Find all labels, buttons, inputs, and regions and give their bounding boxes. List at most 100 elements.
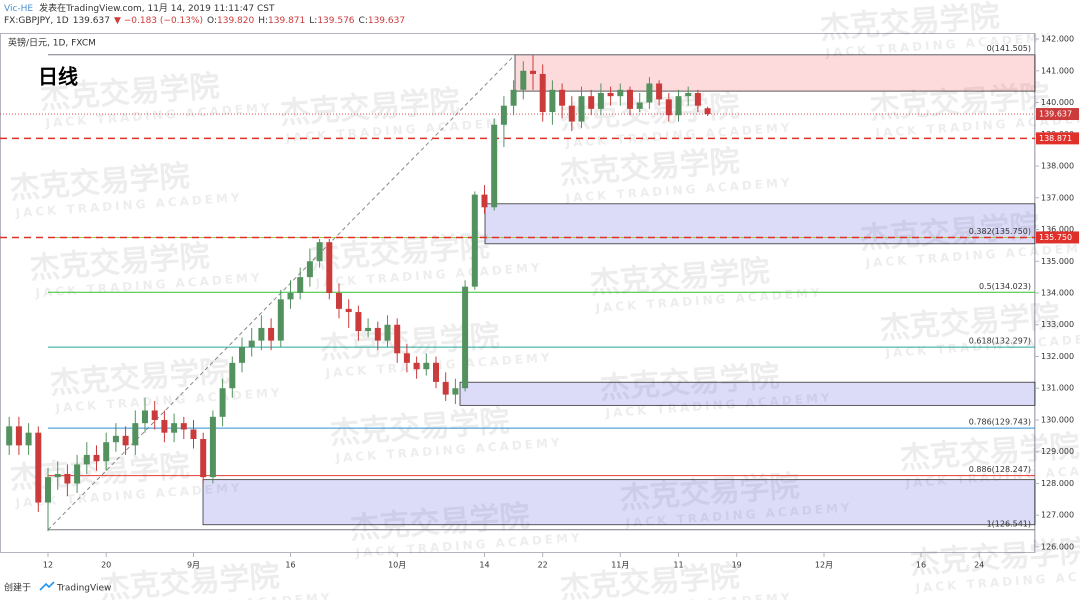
candle-body (588, 96, 595, 109)
candle-body (365, 327, 372, 332)
candle-body (248, 340, 255, 347)
y-tick-label: 133.000 (1041, 320, 1074, 329)
candle-body (180, 423, 187, 430)
candle-body (64, 473, 71, 484)
candle-body (423, 362, 430, 370)
candle-body (190, 429, 197, 440)
candle-body (15, 426, 22, 446)
x-tick-label: 20 (101, 561, 111, 570)
change: ▼ −0.183 (−0.13%) (114, 16, 203, 26)
candle-body (394, 324, 401, 354)
candle-body (209, 416, 216, 478)
candle-body (306, 261, 313, 278)
candle-body (433, 362, 439, 382)
plot: 0(141.505) 0.382(135.750) 0.5(134.023) 0.61… (0, 35, 1079, 570)
candle-body (258, 327, 265, 341)
x-tick-label: 10月 (388, 561, 406, 570)
y-tick-label: 136.000 (1041, 225, 1074, 234)
candle-body (675, 96, 682, 116)
candle-body (297, 277, 304, 293)
candle-body (239, 346, 245, 363)
price-label-bg (1036, 132, 1079, 145)
ohlc-value: 139.637 (368, 16, 405, 26)
candle-body (326, 242, 333, 293)
candle-body (287, 293, 294, 300)
y-tick-label: 137.000 (1041, 193, 1074, 202)
fib-trend-line (47, 54, 516, 531)
candle-body (25, 432, 32, 446)
y-tick-label: 142.000 (1041, 35, 1074, 44)
candle-body (452, 388, 459, 395)
fib-label: 0.618(132.297) (969, 337, 1031, 346)
ohlc-value: 139.871 (268, 16, 305, 26)
candle-body (384, 324, 391, 341)
zone (459, 381, 1036, 406)
candle-body (636, 102, 643, 109)
author: Vic-HE (4, 4, 33, 14)
x-tick-label: 11月 (611, 561, 629, 570)
candle-body (617, 89, 624, 97)
candle-body (45, 477, 51, 503)
candle-body (597, 93, 604, 109)
price-label-bg (1036, 108, 1079, 121)
price-label: 135.750 (1039, 233, 1072, 242)
y-tick-label: 140.000 (1041, 98, 1074, 107)
fib-label: 1(126.541) (987, 519, 1031, 528)
candle-body (112, 435, 119, 443)
candle-body (442, 381, 449, 395)
candle-body (481, 194, 488, 208)
header-line-2: FX:GBPJPY, 1D 139.637 ▼ −0.183 (−0.13%) O:1… (4, 16, 405, 26)
candle-body (403, 353, 410, 363)
candle-body (704, 108, 711, 115)
candle-body (345, 308, 352, 313)
candle-body (491, 124, 498, 208)
candle-body (6, 426, 13, 446)
y-tick-label: 132.000 (1041, 352, 1074, 361)
footer-brand[interactable]: TradingView (56, 584, 111, 594)
candle-body (122, 435, 129, 446)
candle-body (413, 362, 420, 370)
y-tick-label: 130.000 (1041, 415, 1074, 424)
candle-body (171, 423, 178, 433)
candle-body (219, 388, 226, 417)
candle-body (685, 93, 692, 97)
candle-body (627, 89, 633, 109)
candle-body (549, 89, 556, 113)
ohlc-value: 139.576 (317, 16, 354, 26)
price-label: 139.637 (1039, 110, 1072, 119)
candle-body (268, 327, 275, 341)
y-tick-label: 131.000 (1041, 384, 1074, 393)
ohlc-value: 139.820 (217, 16, 254, 26)
footer-created: 创建于 (4, 582, 31, 594)
y-tick-label: 138.000 (1041, 162, 1074, 171)
candle-body (539, 73, 546, 113)
price-label-bg (1036, 231, 1079, 244)
candle-body (694, 93, 701, 106)
candle-body (200, 439, 207, 478)
candle-body (229, 362, 236, 389)
y-tick-label: 129.000 (1041, 447, 1074, 456)
x-tick-label: 11 (673, 561, 683, 570)
candle-body (646, 83, 653, 103)
symbol: FX:GBPJPY, 1D (4, 16, 69, 26)
candle-body (54, 473, 61, 478)
zone (202, 479, 1036, 526)
y-tick-label: 128.000 (1041, 479, 1074, 488)
candle-body (559, 89, 566, 106)
candle-body (83, 454, 90, 465)
x-tick-label: 19 (732, 561, 742, 570)
candle-body (462, 286, 469, 389)
candle-body (277, 299, 284, 341)
candle-body (665, 99, 672, 116)
brand-logo (39, 581, 55, 591)
ohlc-key: O: (207, 16, 217, 26)
x-tick-label: 22 (538, 561, 548, 570)
chart-subtitle: 英镑/日元, 1D, FXCM (8, 37, 96, 49)
candle-body (607, 93, 614, 97)
x-tick-label: 12月 (815, 561, 833, 570)
y-tick-label: 135.000 (1041, 257, 1074, 266)
x-tick-label: 14 (479, 561, 489, 570)
